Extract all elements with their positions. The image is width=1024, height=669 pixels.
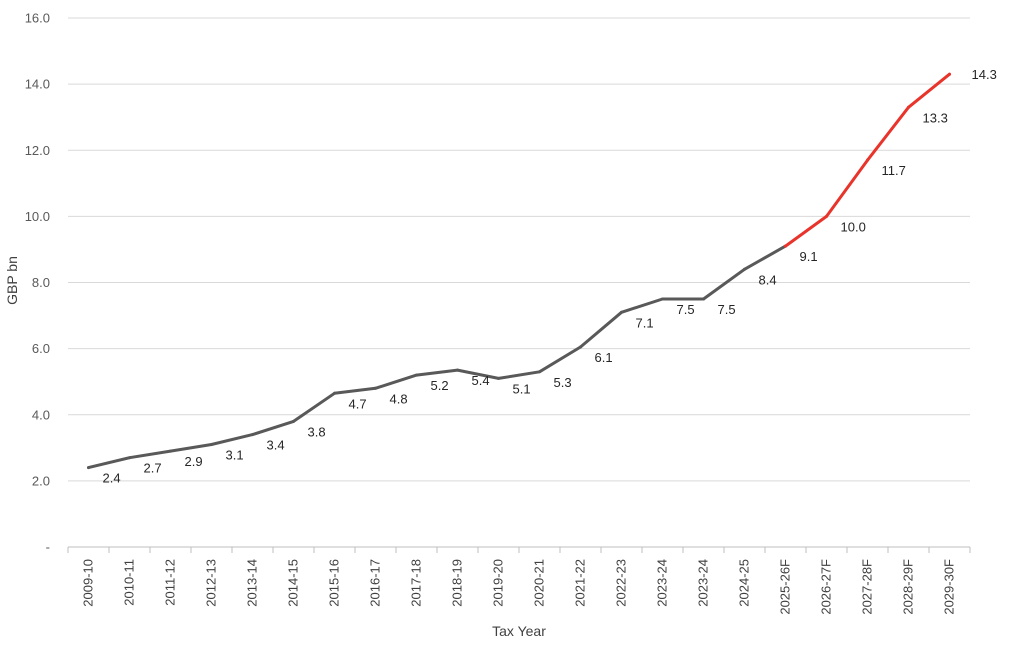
y-tick-label: 6.0 <box>32 341 50 356</box>
data-point <box>333 391 336 395</box>
data-point <box>415 373 418 377</box>
y-tick-label: 8.0 <box>32 275 50 290</box>
data-label: 3.1 <box>226 448 244 463</box>
data-label: 7.5 <box>677 302 695 317</box>
data-label: 4.8 <box>390 391 408 406</box>
x-tick-label: 2009-10 <box>81 559 96 607</box>
x-tick-label: 2012-13 <box>204 559 219 607</box>
x-axis <box>67 546 971 553</box>
data-label: 5.1 <box>513 381 531 396</box>
data-point <box>784 244 787 248</box>
data-label: 4.7 <box>349 396 367 411</box>
data-label: 7.1 <box>636 315 654 330</box>
x-axis-title: Tax Year <box>492 623 546 639</box>
data-point <box>579 345 582 349</box>
data-point <box>661 297 664 301</box>
data-label: 3.8 <box>308 424 326 439</box>
x-tick-label: 2011-12 <box>163 559 178 606</box>
data-label: 10.0 <box>841 219 866 234</box>
data-label: 8.4 <box>759 272 777 287</box>
x-tick-label: 2016-17 <box>368 559 383 607</box>
data-point <box>538 370 541 374</box>
data-label: 13.3 <box>923 110 948 125</box>
x-tick-label: 2025-26F <box>778 559 793 615</box>
data-point <box>825 214 828 218</box>
y-axis-ticks: - 2.0 4.0 6.0 8.0 10.0 12.0 14.0 16.0 <box>25 11 50 555</box>
y-tick-label: 2.0 <box>32 473 50 488</box>
series-line-actual <box>87 244 787 470</box>
x-axis-ticks: 2009-10 2010-11 2011-12 2012-13 2013-14 2014-… <box>81 559 957 615</box>
y-tick-label: 4.0 <box>32 407 50 422</box>
data-label: 3.4 <box>267 438 285 453</box>
data-point <box>456 368 459 372</box>
data-point <box>907 105 910 109</box>
x-tick-label: 2017-18 <box>409 559 424 607</box>
data-label: 2.9 <box>185 454 203 469</box>
data-point <box>866 158 869 162</box>
x-tick-label: 2022-23 <box>614 559 629 607</box>
x-tick-label: 2014-15 <box>286 559 301 607</box>
x-tick-label: 2010-11 <box>122 559 137 606</box>
data-label: 7.5 <box>718 302 736 317</box>
x-tick-label: 2027-28F <box>860 559 875 615</box>
data-label: 6.1 <box>595 350 613 365</box>
x-tick-label: 2021-22 <box>573 559 588 607</box>
x-tick-label: 2020-21 <box>532 559 547 607</box>
data-point <box>292 419 295 423</box>
y-tick-label: 10.0 <box>25 209 50 224</box>
x-tick-label: 2015-16 <box>327 559 342 607</box>
data-label: 5.3 <box>554 375 572 390</box>
data-point <box>948 72 951 76</box>
x-tick-label: 2023-24 <box>696 559 711 607</box>
data-point <box>702 297 705 301</box>
data-labels: 2.4 2.7 2.9 3.1 3.4 3.8 4.7 4.8 5.2 5.4 5.1 5.3 6.1 7… <box>103 67 997 485</box>
data-point <box>251 433 254 437</box>
data-label: 9.1 <box>800 249 818 264</box>
data-label: 2.4 <box>103 471 121 486</box>
data-point <box>620 310 623 314</box>
series <box>87 72 951 470</box>
y-tick-label: 16.0 <box>25 11 50 26</box>
x-tick-label: 2023-24 <box>655 559 670 607</box>
data-point <box>374 386 377 390</box>
y-tick-label: 12.0 <box>25 143 50 158</box>
data-point <box>210 443 213 447</box>
data-point <box>128 456 131 460</box>
x-tick-label: 2013-14 <box>245 559 260 607</box>
data-label: 2.7 <box>144 461 162 476</box>
data-point <box>87 466 90 470</box>
data-label: 5.4 <box>472 373 490 388</box>
data-label: 5.2 <box>431 378 449 393</box>
data-point <box>743 267 746 271</box>
x-tick-label: 2029-30F <box>942 559 957 615</box>
x-tick-label: 2024-25 <box>737 559 752 607</box>
data-point <box>497 376 500 380</box>
gridlines <box>68 17 970 482</box>
y-tick-label: 14.0 <box>25 77 50 92</box>
x-tick-label: 2019-20 <box>491 559 506 607</box>
data-point <box>169 449 172 453</box>
data-label: 14.3 <box>972 67 997 82</box>
x-tick-label: 2026-27F <box>819 559 834 615</box>
data-label: 11.7 <box>882 163 906 178</box>
x-tick-label: 2028-29F <box>901 559 916 615</box>
x-tick-label: 2018-19 <box>450 559 465 607</box>
y-axis-title: GBP bn <box>4 256 20 305</box>
y-tick-label: - <box>46 540 50 555</box>
